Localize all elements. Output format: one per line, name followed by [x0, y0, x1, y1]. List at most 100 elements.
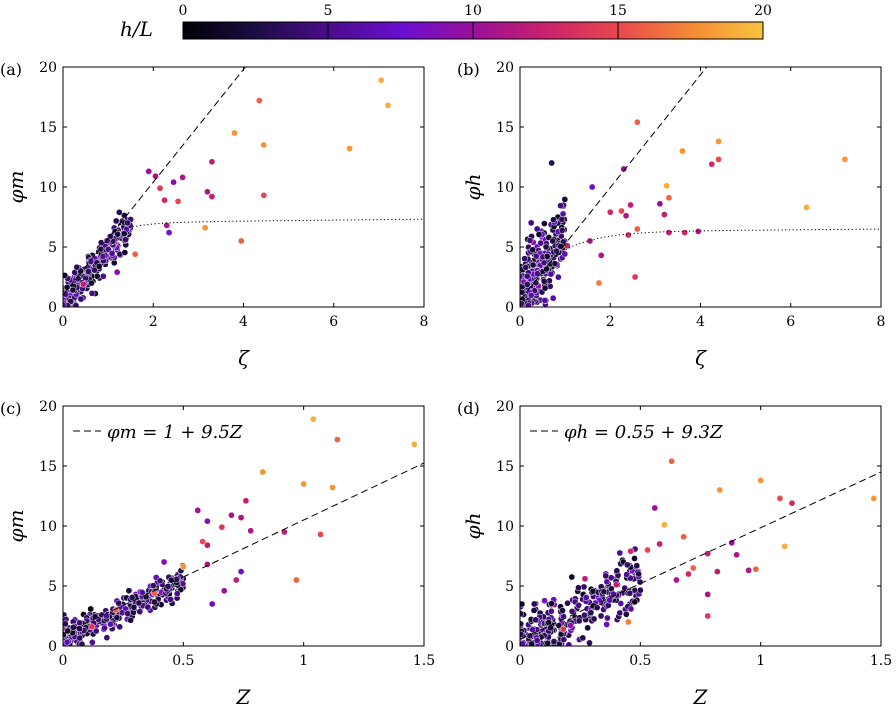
colorbar-tick-label: 5 — [324, 3, 333, 19]
data-point — [541, 597, 548, 605]
data-point — [627, 201, 634, 209]
data-point — [260, 192, 268, 199]
data-point — [528, 640, 535, 646]
data-point — [135, 599, 143, 607]
data-point — [542, 243, 550, 251]
data-point — [776, 495, 784, 502]
data-point — [72, 302, 80, 307]
data-point — [165, 229, 173, 236]
data-point — [636, 586, 644, 594]
reference-lines — [63, 67, 424, 299]
data-point — [170, 178, 177, 186]
data-point — [520, 640, 526, 646]
data-point — [523, 281, 531, 288]
data-point — [529, 626, 536, 634]
data-point — [260, 141, 268, 149]
data-point — [204, 188, 211, 196]
data-point — [568, 608, 576, 615]
data-point — [544, 639, 552, 646]
data-point — [586, 237, 594, 245]
x-tick-label: 4 — [239, 314, 248, 330]
dotted-curve — [520, 228, 881, 303]
data-point — [680, 533, 688, 541]
data-point — [116, 623, 124, 631]
data-point — [522, 264, 530, 271]
data-point — [613, 567, 621, 575]
colorbar: h/L 0 5 10 15 20 — [120, 3, 772, 41]
data-point — [204, 517, 211, 525]
data-point — [124, 610, 131, 617]
data-point — [145, 168, 153, 175]
panel-label: (b) — [457, 60, 480, 79]
data-point — [220, 587, 228, 595]
y-tick-label: 10 — [39, 180, 57, 196]
x-tick-label: 2 — [149, 314, 158, 330]
data-point — [199, 538, 206, 545]
data-point — [87, 605, 95, 613]
dashed-fit-line — [63, 462, 424, 635]
data-point — [600, 588, 608, 596]
data-point — [622, 610, 630, 618]
data-point — [88, 279, 95, 287]
y-tick-label: 15 — [496, 120, 514, 136]
data-point — [255, 97, 263, 104]
x-tick-label: 0.5 — [629, 653, 651, 669]
x-tick-label: 0 — [59, 653, 68, 669]
data-point — [584, 624, 591, 632]
data-point — [69, 286, 77, 294]
y-tick-label: 5 — [505, 579, 514, 595]
data-point — [293, 576, 300, 584]
data-point — [581, 575, 589, 583]
data-point — [120, 230, 128, 238]
data-point — [745, 567, 752, 574]
data-point — [532, 252, 540, 260]
data-point — [329, 484, 336, 491]
y-tick-label: 15 — [39, 459, 57, 475]
data-point — [558, 227, 566, 234]
data-point — [89, 639, 96, 646]
data-point — [78, 640, 86, 646]
data-point — [633, 562, 641, 569]
data-point — [626, 589, 634, 597]
data-point — [541, 284, 549, 292]
data-point — [114, 230, 121, 238]
y-tick-label: 0 — [48, 300, 57, 316]
y-tick-label: 5 — [48, 240, 57, 256]
data-point — [685, 570, 692, 578]
colorbar-label: h/L — [120, 17, 153, 41]
x-tick-label: 6 — [786, 314, 795, 330]
data-point — [520, 288, 526, 296]
reference-lines — [63, 462, 424, 635]
data-point — [551, 260, 559, 267]
data-point — [704, 591, 712, 598]
dashed-fit-line — [63, 67, 247, 296]
data-point — [587, 609, 595, 616]
data-point — [689, 564, 697, 572]
data-point — [548, 600, 555, 607]
data-point — [623, 571, 631, 578]
scatter-points — [520, 118, 849, 307]
data-point — [663, 182, 671, 190]
data-point — [95, 263, 103, 270]
data-point — [237, 514, 245, 521]
data-point — [633, 118, 641, 126]
data-point — [597, 612, 605, 620]
data-point — [204, 541, 211, 549]
y-tick-label: 5 — [48, 579, 57, 595]
data-point — [557, 202, 564, 210]
data-point — [631, 598, 639, 606]
colorbar-ticks: 0 5 10 15 20 — [179, 3, 772, 39]
data-point — [520, 600, 526, 608]
data-point — [788, 499, 796, 507]
x-tick-label: 2 — [606, 314, 615, 330]
data-point — [603, 621, 611, 628]
data-point — [124, 219, 131, 227]
data-point — [93, 272, 101, 280]
data-point — [681, 229, 689, 236]
data-point — [101, 624, 108, 632]
y-tick-label: 20 — [39, 399, 57, 415]
data-point — [586, 639, 593, 646]
data-point — [167, 596, 174, 603]
data-point — [543, 252, 551, 260]
data-point — [656, 200, 664, 208]
